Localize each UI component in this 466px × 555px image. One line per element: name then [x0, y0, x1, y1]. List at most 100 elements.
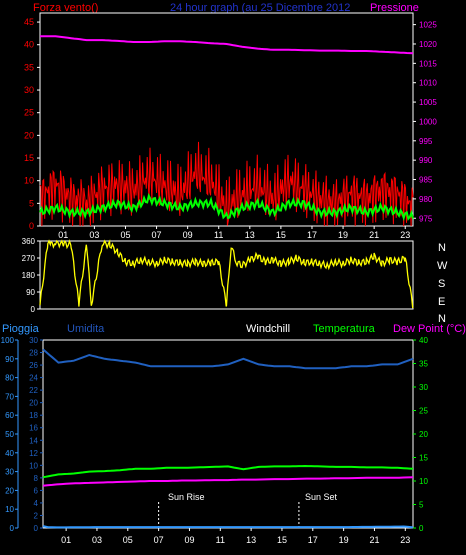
- wind-ytick-right-label: 985: [419, 176, 433, 185]
- temp-xtick-label: 13: [246, 535, 256, 545]
- wind-gust-line: [39, 141, 414, 227]
- compass-s: S: [438, 278, 445, 290]
- wind-xtick-label: 13: [245, 230, 255, 240]
- temp-ytick-label: 40: [419, 336, 428, 345]
- wind-ytick-left-label: 10: [24, 176, 34, 186]
- humidity-line: [42, 348, 414, 370]
- rain-ytick-label: 28: [29, 349, 38, 358]
- wind-xtick-label: 07: [152, 230, 162, 240]
- rain-ytick-label: 6: [34, 486, 39, 495]
- legend-umidita: Umidita: [67, 323, 105, 335]
- temp-xtick-label: 11: [216, 535, 225, 545]
- wind-xtick-label: 01: [58, 230, 68, 240]
- wind-ytick-right-label: 980: [419, 195, 433, 204]
- temp-xtick-label: 03: [92, 535, 102, 545]
- legend-dewpoint: Dew Point (°C): [393, 323, 466, 335]
- wind-xtick-label: 05: [120, 230, 130, 240]
- compass-e: E: [438, 296, 445, 308]
- temperature-line: [42, 464, 414, 479]
- direction-ytick-label: 0: [31, 305, 36, 314]
- temp-ytick-label: 5: [419, 501, 424, 510]
- wind-ytick-left-label: 0: [29, 221, 34, 231]
- temp-xtick-label: 23: [400, 535, 410, 545]
- header-left: Forza vento(): [33, 2, 98, 14]
- direction-ytick-label: 270: [22, 254, 36, 263]
- temp-xtick-label: 17: [308, 535, 318, 545]
- humidity-ytick-label: 100: [1, 336, 15, 345]
- rain-ytick-label: 26: [29, 361, 38, 370]
- wind-panel: 0510152025303540459759809859909951000100…: [24, 12, 437, 240]
- wind-ytick-right-label: 1025: [419, 21, 437, 30]
- sunrise-label: Sun Rise: [168, 492, 205, 502]
- rain-ytick-label: 8: [34, 474, 39, 483]
- rain-ytick-label: 12: [29, 449, 38, 458]
- rain-ytick-label: 22: [29, 386, 38, 395]
- temp-xtick-label: 01: [61, 535, 71, 545]
- wind-ytick-left-label: 20: [24, 130, 34, 140]
- header-center: 24 hour graph (au 25 Dicembre 2012: [170, 2, 350, 14]
- compass-n-top: N: [438, 242, 446, 254]
- legend-pioggia: Pioggia: [2, 323, 40, 335]
- temperature-panel: 0102030405060708090100024681012141618202…: [1, 336, 429, 545]
- wind-ytick-right-label: 1005: [419, 98, 437, 107]
- temp-ytick-label: 25: [419, 407, 428, 416]
- sunset-label: Sun Set: [305, 492, 338, 502]
- temp-xtick-label: 07: [154, 535, 164, 545]
- direction-ytick-label: 90: [26, 288, 35, 297]
- compass-n-bottom: N: [438, 313, 446, 325]
- wind-ytick-left-label: 45: [24, 17, 34, 27]
- wind-xtick-label: 19: [338, 230, 348, 240]
- humidity-ytick-label: 30: [5, 468, 14, 477]
- humidity-ytick-label: 60: [5, 411, 14, 420]
- temp-xtick-label: 19: [339, 535, 349, 545]
- temp-ytick-label: 0: [419, 524, 424, 533]
- rain-ytick-label: 20: [29, 399, 38, 408]
- humidity-ytick-label: 90: [5, 355, 14, 364]
- wind-ytick-left-label: 35: [24, 62, 34, 72]
- humidity-ytick-label: 70: [5, 392, 14, 401]
- wind-xtick-label: 03: [89, 230, 99, 240]
- humidity-ytick-label: 20: [5, 486, 14, 495]
- temp-xtick-label: 05: [123, 535, 133, 545]
- wind-xtick-label: 11: [214, 230, 223, 240]
- wind-ytick-left-label: 25: [24, 108, 34, 118]
- temp-ytick-label: 30: [419, 383, 428, 392]
- temp-frame: [42, 339, 414, 529]
- rain-ytick-label: 30: [29, 336, 38, 345]
- humidity-ytick-label: 10: [5, 505, 14, 514]
- wind-frame: [39, 12, 414, 227]
- wind-xtick-label: 09: [183, 230, 193, 240]
- wind-ytick-right-label: 995: [419, 137, 433, 146]
- legend-temperatura: Temperatura: [313, 323, 376, 335]
- temp-ytick-label: 20: [419, 430, 428, 439]
- wind-ytick-right-label: 1010: [419, 79, 437, 88]
- legend-windchill: Windchill: [246, 323, 290, 335]
- compass-w: W: [437, 260, 448, 272]
- direction-line: [39, 239, 414, 309]
- wind-xtick-label: 23: [400, 230, 410, 240]
- header-right: Pressione: [370, 2, 419, 14]
- wind-ytick-right-label: 1015: [419, 59, 437, 68]
- direction-panel: 0 90 180 270 360: [22, 237, 414, 314]
- temp-xtick-label: 15: [277, 535, 287, 545]
- temp-ytick-label: 35: [419, 360, 428, 369]
- wind-avg-line: [39, 192, 414, 222]
- humidity-ytick-label: 0: [10, 524, 15, 533]
- wind-ytick-left-label: 5: [29, 198, 34, 208]
- temp-ytick-label: 15: [419, 454, 428, 463]
- rain-ytick-label: 18: [29, 411, 38, 420]
- temp-xtick-label: 09: [184, 535, 194, 545]
- humidity-ytick-label: 80: [5, 374, 14, 383]
- rain-line: [42, 525, 414, 529]
- rain-ytick-label: 16: [29, 424, 38, 433]
- direction-ytick-label: 360: [22, 237, 36, 246]
- wind-ytick-right-label: 990: [419, 156, 433, 165]
- wind-ytick-left-label: 30: [24, 85, 34, 95]
- wind-ytick-right-label: 1000: [419, 117, 437, 126]
- rain-ytick-label: 2: [34, 511, 39, 520]
- rain-ytick-label: 10: [29, 461, 38, 470]
- rain-ytick-label: 24: [29, 374, 38, 383]
- wind-xtick-label: 21: [369, 230, 379, 240]
- humidity-ytick-label: 40: [5, 449, 14, 458]
